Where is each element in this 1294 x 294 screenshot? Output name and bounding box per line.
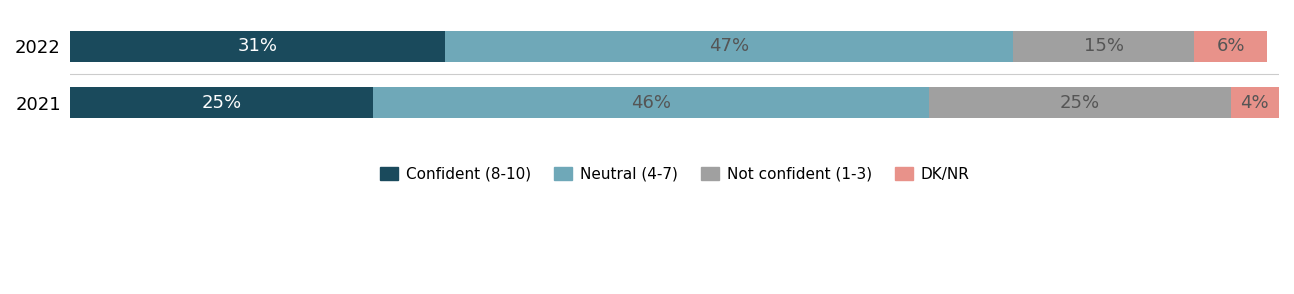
Text: 25%: 25%: [202, 93, 242, 111]
Bar: [70, 87, 373, 118]
Text: 46%: 46%: [630, 93, 670, 111]
Bar: [1194, 31, 1267, 62]
Text: 31%: 31%: [238, 37, 278, 55]
Text: 47%: 47%: [709, 37, 749, 55]
Bar: [1013, 31, 1194, 62]
Text: 25%: 25%: [1060, 93, 1100, 111]
Text: 15%: 15%: [1084, 37, 1123, 55]
Bar: [445, 31, 1013, 62]
Text: 6%: 6%: [1216, 37, 1245, 55]
Bar: [1231, 87, 1278, 118]
Bar: [929, 87, 1231, 118]
Bar: [70, 31, 445, 62]
Legend: Confident (8-10), Neutral (4-7), Not confident (1-3), DK/NR: Confident (8-10), Neutral (4-7), Not con…: [374, 161, 976, 188]
Text: 4%: 4%: [1241, 93, 1269, 111]
Bar: [373, 87, 929, 118]
